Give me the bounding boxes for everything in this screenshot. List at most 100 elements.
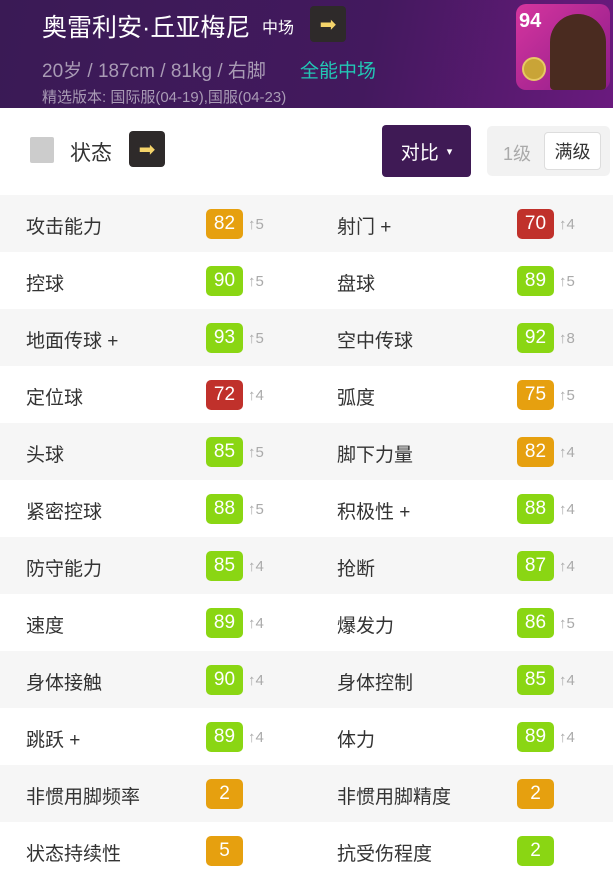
- caret-down-icon: ▾: [446, 145, 453, 158]
- stat-value: 75: [517, 380, 554, 410]
- stat-label: 非惯用脚频率: [26, 787, 141, 808]
- stat-value: 89: [517, 266, 554, 296]
- stat-label: 抗受伤程度: [337, 844, 433, 865]
- stat-row: 攻击能力 82 ↑5 射门 + 70 ↑4: [0, 195, 613, 252]
- stat-increase: ↑4: [248, 558, 264, 575]
- stat-label: 爆发力: [337, 616, 395, 637]
- stat-value: 70: [517, 209, 554, 239]
- player-position: 中场: [262, 20, 295, 37]
- stat-row: 紧密控球 88 ↑5 积极性 + 88 ↑4: [0, 480, 613, 537]
- compare-dropdown[interactable]: 对比 ▾: [382, 125, 471, 177]
- stat-label: 盘球: [337, 274, 376, 295]
- stat-value: 93: [206, 323, 243, 353]
- stat-increase: ↑5: [559, 615, 575, 632]
- stat-increase: ↑4: [248, 672, 264, 689]
- stat-increase: ↑5: [248, 444, 264, 461]
- stat-label: 地面传球 +: [26, 331, 119, 352]
- stat-value: 89: [517, 722, 554, 752]
- stat-increase: ↑4: [248, 729, 264, 746]
- stat-value: 88: [206, 494, 243, 524]
- stat-increase: ↑5: [248, 216, 264, 233]
- stat-value: 90: [206, 665, 243, 695]
- stat-increase: ↑5: [559, 387, 575, 404]
- compare-label: 对比: [400, 142, 439, 164]
- stat-value: 90: [206, 266, 243, 296]
- stat-label: 抢断: [337, 559, 376, 580]
- player-role: 全能中场: [300, 61, 377, 82]
- stat-row: 定位球 72 ↑4 弧度 75 ↑5: [0, 366, 613, 423]
- stat-value: 2: [517, 779, 554, 809]
- stat-increase: ↑4: [248, 387, 264, 404]
- stat-label: 脚下力量: [337, 445, 414, 466]
- stat-value: 87: [517, 551, 554, 581]
- stat-value: 85: [206, 437, 243, 467]
- stat-value: 82: [206, 209, 243, 239]
- stats-chart-icon: [30, 137, 54, 163]
- stat-increase: ↑5: [559, 273, 575, 290]
- stat-label: 身体控制: [337, 673, 414, 694]
- stat-label: 射门 +: [337, 217, 392, 238]
- stats-table: 攻击能力 82 ↑5 射门 + 70 ↑4 控球 90 ↑5 盘球 89 ↑5 地面传球…: [0, 195, 613, 879]
- stat-value: 82: [517, 437, 554, 467]
- player-card: 94: [516, 4, 610, 90]
- section-arrow-button[interactable]: ➡: [129, 131, 165, 167]
- stat-increase: ↑4: [559, 216, 575, 233]
- stat-row: 跳跃 + 89 ↑4 体力 89 ↑4: [0, 708, 613, 765]
- stat-value: 72: [206, 380, 243, 410]
- level-toggle: 1级 满级: [487, 126, 610, 176]
- overall-rating: 94: [519, 10, 542, 32]
- stat-value: 88: [517, 494, 554, 524]
- stat-label: 空中传球: [337, 331, 414, 352]
- stat-value: 5: [206, 836, 243, 866]
- player-header: 奥雷利安·丘亚梅尼 中场 ➡ 20岁 / 187cm / 81kg / 右脚 全…: [0, 0, 613, 108]
- section-title: 状态: [70, 142, 112, 165]
- stat-label: 身体接触: [26, 673, 103, 694]
- stat-row: 状态持续性 5 抗受伤程度 2: [0, 822, 613, 879]
- stat-value: 89: [206, 608, 243, 638]
- stat-label: 攻击能力: [26, 217, 103, 238]
- version-info: 精选版本: 国际服(04-19),国服(04-23): [42, 89, 287, 106]
- stat-value: 2: [206, 779, 243, 809]
- stat-label: 紧密控球: [26, 502, 103, 523]
- stat-increase: ↑4: [559, 444, 575, 461]
- player-name: 奥雷利安·丘亚梅尼: [42, 14, 251, 42]
- stat-value: 85: [206, 551, 243, 581]
- badge-icon: [522, 57, 546, 81]
- stat-increase: ↑4: [559, 729, 575, 746]
- stat-row: 非惯用脚频率 2 非惯用脚精度 2: [0, 765, 613, 822]
- stat-increase: ↑5: [248, 273, 264, 290]
- player-photo: [550, 14, 606, 90]
- player-info: 20岁 / 187cm / 81kg / 右脚: [42, 61, 266, 82]
- arrow-right-icon: ➡: [138, 138, 156, 161]
- level-1-option[interactable]: 1级: [503, 144, 532, 164]
- stat-row: 地面传球 + 93 ↑5 空中传球 92 ↑8: [0, 309, 613, 366]
- stat-label: 体力: [337, 730, 376, 751]
- stat-label: 定位球: [26, 388, 84, 409]
- arrow-right-button[interactable]: ➡: [310, 6, 346, 42]
- stat-value: 85: [517, 665, 554, 695]
- stat-label: 头球: [26, 445, 65, 466]
- stat-row: 防守能力 85 ↑4 抢断 87 ↑4: [0, 537, 613, 594]
- stat-increase: ↑4: [559, 672, 575, 689]
- stat-value: 86: [517, 608, 554, 638]
- stat-increase: ↑4: [559, 501, 575, 518]
- stat-value: 92: [517, 323, 554, 353]
- stat-label: 状态持续性: [26, 844, 122, 865]
- stat-label: 跳跃 +: [26, 730, 81, 751]
- stat-increase: ↑4: [559, 558, 575, 575]
- stat-label: 非惯用脚精度: [337, 787, 452, 808]
- stat-label: 控球: [26, 274, 65, 295]
- stat-increase: ↑5: [248, 330, 264, 347]
- stat-row: 头球 85 ↑5 脚下力量 82 ↑4: [0, 423, 613, 480]
- stat-value: 89: [206, 722, 243, 752]
- stat-increase: ↑8: [559, 330, 575, 347]
- stat-label: 防守能力: [26, 559, 103, 580]
- stat-increase: ↑4: [248, 615, 264, 632]
- stat-label: 积极性 +: [337, 502, 411, 523]
- stat-row: 身体接触 90 ↑4 身体控制 85 ↑4: [0, 651, 613, 708]
- stat-label: 弧度: [337, 388, 376, 409]
- stat-value: 2: [517, 836, 554, 866]
- level-max-option[interactable]: 满级: [544, 132, 601, 170]
- stat-row: 控球 90 ↑5 盘球 89 ↑5: [0, 252, 613, 309]
- stat-increase: ↑5: [248, 501, 264, 518]
